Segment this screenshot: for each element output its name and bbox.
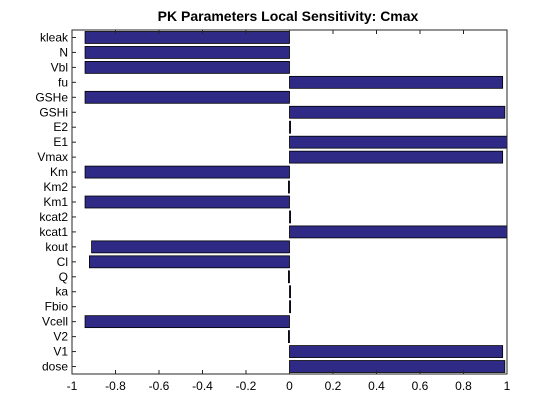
y-tick-label: Vmax: [37, 150, 68, 164]
y-axis: kleakNVblfuGSHeGSHiE2E1VmaxKmKm2Km1kcat2…: [35, 30, 76, 374]
y-tick-label: Vcell: [42, 315, 68, 329]
y-tick-label: V1: [53, 345, 68, 359]
bars-layer: [84, 31, 508, 373]
bar-kleak: [84, 31, 290, 44]
bar-Q: [288, 270, 290, 284]
y-tick-label: kcat1: [39, 225, 68, 239]
x-tick-label: -0.4: [192, 379, 213, 393]
y-tick-label: GSHi: [39, 105, 68, 119]
x-tick-label: -0.8: [105, 379, 126, 393]
bar-kcat2: [289, 210, 291, 224]
bar-dose: [289, 360, 506, 373]
y-tick-label: GSHe: [35, 90, 68, 104]
bar-V2: [288, 330, 290, 343]
bar-Km2: [288, 180, 290, 194]
y-tick-label: Fbio: [45, 300, 69, 314]
y-tick-label: E2: [53, 120, 68, 134]
x-tick-label: 1: [504, 379, 511, 393]
bar-GSHe: [84, 90, 290, 104]
y-tick-label: fu: [58, 75, 68, 89]
bar-V1: [289, 345, 504, 358]
bar-Vmax: [289, 150, 504, 164]
bar-kcat1: [289, 225, 508, 239]
bar-fu: [289, 75, 504, 89]
bar-Km1: [84, 195, 290, 209]
bar-Cl: [89, 255, 290, 269]
x-tick-label: 0.6: [412, 379, 429, 393]
bar-Vcell: [84, 315, 290, 329]
bar-E2: [289, 120, 291, 134]
bar-E1: [289, 135, 508, 149]
y-tick-label: dose: [42, 360, 68, 374]
x-tick-label: 0.2: [325, 379, 342, 393]
y-tick-label: V2: [53, 330, 68, 344]
bar-GSHi: [289, 105, 506, 119]
x-axis: -1 -0.8 -0.6 -0.4 -0.2 0 0.2 0.4 0.6 0.8 1: [67, 30, 511, 393]
y-tick-label: kcat2: [39, 210, 68, 224]
y-tick-label: N: [59, 45, 68, 59]
y-tick-label: Km1: [43, 195, 68, 209]
y-tick-label: Cl: [57, 255, 68, 269]
y-tick-label: Km2: [43, 180, 68, 194]
bar-kout: [91, 240, 290, 254]
bar-Vbl: [84, 61, 290, 74]
bar-N: [84, 46, 290, 59]
x-tick-label: -0.2: [236, 379, 257, 393]
bar-Fbio: [289, 300, 291, 314]
y-tick-label: Vbl: [51, 60, 68, 74]
y-tick-label: kout: [45, 240, 68, 254]
bar-Km: [84, 165, 290, 179]
chart-title: PK Parameters Local Sensitivity: Cmax: [158, 8, 419, 24]
x-tick-label: -1: [67, 379, 78, 393]
x-tick-label: 0: [286, 379, 293, 393]
y-tick-label: Q: [59, 270, 68, 284]
x-tick-label: 0.8: [455, 379, 472, 393]
y-tick-label: kleak: [40, 30, 69, 44]
x-tick-label: 0.4: [368, 379, 385, 393]
bar-ka: [289, 285, 291, 299]
y-tick-label: Km: [50, 165, 68, 179]
y-tick-label: ka: [55, 285, 68, 299]
y-tick-label: E1: [53, 135, 68, 149]
x-tick-label: -0.6: [149, 379, 170, 393]
